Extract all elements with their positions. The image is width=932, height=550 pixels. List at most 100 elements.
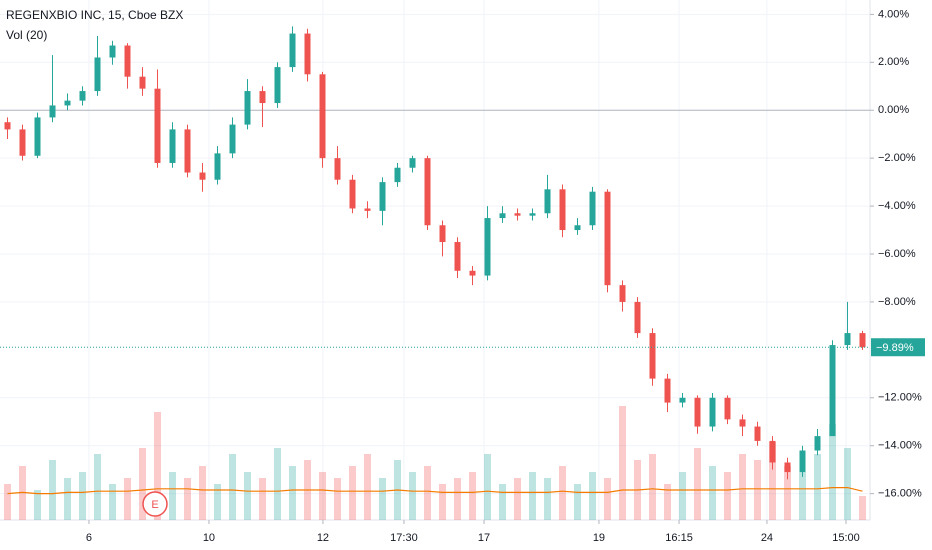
volume-bar — [739, 454, 746, 520]
candle-body — [79, 91, 86, 101]
candle-body — [364, 208, 371, 211]
y-tick-label: 2.00% — [878, 56, 909, 68]
volume-bar — [604, 478, 611, 520]
x-tick-label: 12 — [317, 532, 329, 544]
volume-legend: Vol (20) — [6, 28, 47, 42]
candle-body — [169, 129, 176, 163]
volume-bar — [499, 484, 506, 520]
candle-body — [64, 100, 71, 106]
volume-bar — [334, 478, 341, 520]
candle-body — [664, 378, 671, 403]
y-tick-label: 4.00% — [878, 8, 909, 20]
volume-bar — [439, 484, 446, 520]
y-tick-label: −12.00% — [878, 392, 922, 404]
y-tick-label: −14.00% — [878, 440, 922, 452]
volume-bar — [64, 478, 71, 520]
candle-body — [574, 225, 581, 231]
x-tick-label: 6 — [86, 532, 92, 544]
volume-bar — [619, 406, 626, 520]
volume-bar — [724, 472, 731, 520]
volume-bar — [469, 472, 476, 520]
x-tick-label: 17 — [478, 532, 490, 544]
candle-body — [199, 172, 206, 180]
candle-body — [139, 76, 146, 89]
candle-body — [109, 45, 116, 58]
candle-body — [334, 158, 341, 180]
volume-bar — [649, 454, 656, 520]
candle-body — [619, 285, 626, 302]
candle-body — [319, 74, 326, 159]
volume-bar — [349, 466, 356, 520]
candle-body — [814, 436, 821, 451]
candle-body — [829, 345, 836, 437]
candle-body — [859, 333, 866, 348]
volume-bar — [409, 472, 416, 520]
candle-body — [799, 450, 806, 473]
volume-bar — [379, 478, 386, 520]
candle-body — [439, 225, 446, 243]
volume-bar — [754, 460, 761, 520]
volume-bar — [529, 472, 536, 520]
volume-bar — [109, 484, 116, 520]
candle-body — [424, 158, 431, 226]
volume-bar — [274, 448, 281, 520]
y-tick-label: −4.00% — [878, 200, 916, 212]
candle-body — [679, 397, 686, 403]
candle-body — [694, 397, 701, 427]
volume-bar — [799, 472, 806, 520]
candle-body — [784, 462, 791, 473]
x-tick-label: 24 — [761, 532, 773, 544]
volume-bar — [34, 490, 41, 520]
last-price-badge — [871, 338, 925, 357]
candle-body — [514, 213, 521, 216]
candle-body — [724, 397, 731, 420]
volume-bar — [259, 478, 266, 520]
last-price-label: −9.89% — [876, 342, 914, 354]
candle-body — [529, 213, 536, 216]
candle-body — [94, 57, 101, 92]
earnings-marker-label: E — [151, 499, 158, 511]
volume-bar — [94, 454, 101, 520]
candle-body — [709, 397, 716, 427]
volume-bar — [709, 466, 716, 520]
volume-bar — [79, 472, 86, 520]
candle-body — [469, 270, 476, 276]
x-tick-label: 16:15 — [665, 532, 693, 544]
chart-title: REGENXBIO INC, 15, Cboe BZX — [6, 8, 183, 22]
candle-body — [49, 105, 56, 118]
candle-body — [379, 182, 386, 211]
volume-bar — [169, 472, 176, 520]
candle-body — [304, 33, 311, 75]
volume-bar — [244, 472, 251, 520]
volume-bar — [364, 454, 371, 520]
candle-body — [154, 88, 161, 163]
volume-bar — [124, 478, 131, 520]
candle-body — [754, 426, 761, 441]
volume-bar — [844, 448, 851, 520]
candle-body — [769, 440, 776, 463]
volume-bar — [589, 472, 596, 520]
candle-body — [589, 191, 596, 226]
volume-bar — [184, 478, 191, 520]
volume-bar — [784, 466, 791, 520]
volume-bar — [769, 442, 776, 520]
candle-body — [184, 129, 191, 173]
candle-body — [349, 179, 356, 209]
candle-body — [649, 333, 656, 379]
x-tick-label: 19 — [593, 532, 605, 544]
volume-bar — [514, 478, 521, 520]
candle-body — [244, 91, 251, 125]
volume-bar — [559, 466, 566, 520]
candle-body — [634, 301, 641, 334]
x-tick-label: 17:30 — [390, 532, 418, 544]
candle-body — [604, 191, 611, 286]
volume-bar — [454, 478, 461, 520]
candle-body — [229, 124, 236, 154]
volume-bar — [814, 454, 821, 520]
candle-body — [394, 167, 401, 183]
candle-body — [259, 91, 266, 104]
candle-body — [739, 419, 746, 427]
volume-bar — [229, 454, 236, 520]
x-tick-label: 10 — [203, 532, 215, 544]
